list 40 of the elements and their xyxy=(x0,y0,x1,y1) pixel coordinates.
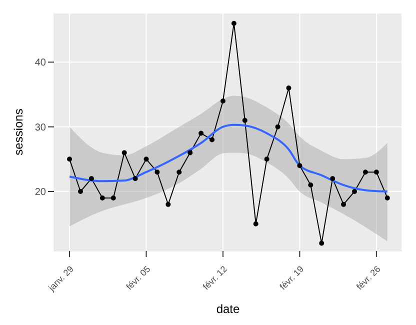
point xyxy=(264,156,270,162)
point xyxy=(176,170,182,175)
point xyxy=(100,195,105,200)
point xyxy=(110,195,116,200)
x-tick-label: févr. 12 xyxy=(200,264,229,292)
x-tick-label: févr. 19 xyxy=(278,264,306,292)
x-tick-label: févr. 05 xyxy=(124,264,152,292)
point xyxy=(166,202,171,207)
x-axis-title: date xyxy=(216,302,240,316)
y-axis-title: sessions xyxy=(11,108,26,156)
point xyxy=(88,176,94,182)
point xyxy=(132,176,138,182)
point xyxy=(341,202,346,207)
point xyxy=(330,176,336,182)
point xyxy=(67,156,72,162)
point xyxy=(374,170,379,175)
point xyxy=(122,150,127,156)
y-tick-label: 40 xyxy=(34,58,46,69)
line-series xyxy=(68,124,388,192)
point xyxy=(210,137,215,142)
point xyxy=(154,170,160,175)
point xyxy=(242,118,248,123)
point xyxy=(319,240,324,246)
point xyxy=(78,189,83,194)
y-tick-label: 30 xyxy=(34,122,46,134)
point xyxy=(352,189,358,194)
y-tick-label: 20 xyxy=(34,187,46,198)
point xyxy=(231,20,236,26)
point xyxy=(188,150,193,156)
point xyxy=(384,195,390,200)
point xyxy=(253,221,258,226)
point xyxy=(275,124,280,130)
point xyxy=(362,170,368,175)
point xyxy=(198,130,204,136)
point xyxy=(144,156,149,162)
point xyxy=(308,182,314,188)
point xyxy=(297,163,302,168)
point xyxy=(286,86,292,91)
x-tick-label: févr. 26 xyxy=(354,264,382,292)
point xyxy=(220,98,226,104)
